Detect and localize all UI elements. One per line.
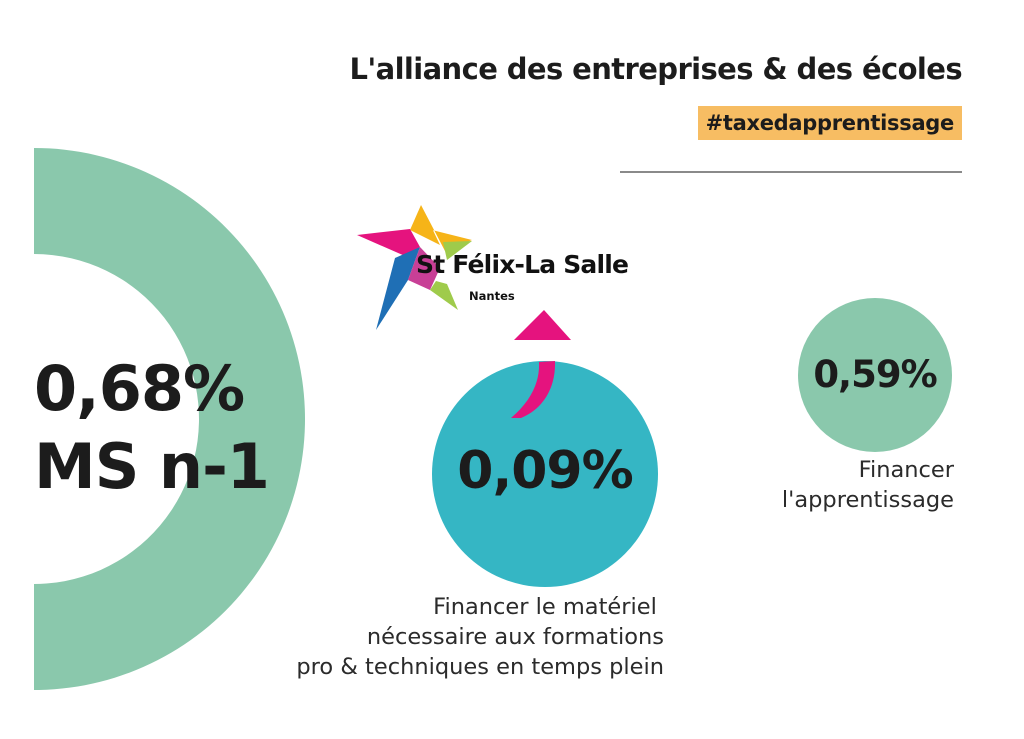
caption-line: Financer [858, 457, 954, 483]
total-rate-sublabel: MS n-1 [34, 430, 270, 503]
donut-slice-apprentissage [0, 148, 305, 690]
caption-line: pro & techniques en temps plein [296, 654, 664, 680]
caption-line: l'apprentissage [781, 487, 954, 513]
hashtag-badge: #taxedapprentissage [697, 106, 962, 140]
bubble-0-09 [432, 361, 658, 587]
caption-line: nécessaire aux formations [366, 624, 664, 650]
page-title: L'alliance des entreprises & des écoles [349, 52, 962, 86]
arrow-shaft [511, 361, 556, 418]
star-icon [357, 205, 472, 330]
total-rate-value: 0,68% [34, 352, 245, 425]
caption-materiel: Financer le matériel nécessaire aux form… [296, 592, 664, 682]
logo-school-name: St Félix-La Salle [416, 250, 629, 279]
arrow-head [514, 310, 571, 340]
donut-chart [0, 0, 305, 739]
header-divider [620, 171, 962, 173]
bubble-0-59 [798, 298, 952, 452]
donut-crop-mask [0, 0, 34, 739]
caption-line: Financer le matériel [433, 594, 664, 620]
caption-apprentissage: Financer l'apprentissage [782, 455, 954, 515]
slice-value-0-09: 0,09% [457, 441, 633, 501]
logo-city: Nantes [469, 289, 515, 303]
school-logo [357, 205, 472, 330]
slice-value-0-59: 0,59% [813, 353, 937, 396]
